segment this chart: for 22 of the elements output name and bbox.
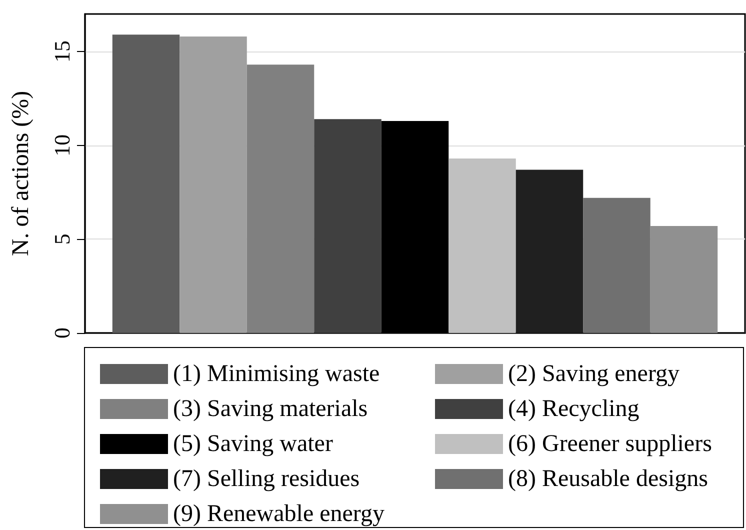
y-tick-label: 15 [50,40,74,63]
bar [448,158,516,333]
legend-label: (4) Recycling [508,396,640,422]
bar [180,36,247,333]
bar [583,198,650,333]
bar [516,170,584,333]
legend-label: (2) Saving energy [508,361,680,387]
y-tick-label: 5 [50,234,74,245]
legend-label: (9) Renewable energy [173,501,384,527]
bar [314,119,382,333]
legend-label: (7) Selling residues [173,466,360,492]
bar [650,226,718,333]
y-tick-label: 0 [50,328,74,338]
bar [246,64,314,333]
legend-label: (8) Reusable designs [508,466,708,492]
legend-label: (3) Saving materials [173,396,368,422]
y-axis-title: N. of actions (%) [8,90,34,256]
legend-label: (6) Greener suppliers [508,431,712,457]
y-tick-label: 10 [50,134,74,156]
legend-label: (1) Minimising waste [173,361,380,387]
bar [112,34,180,333]
legend-label: (5) Saving water [173,431,333,457]
